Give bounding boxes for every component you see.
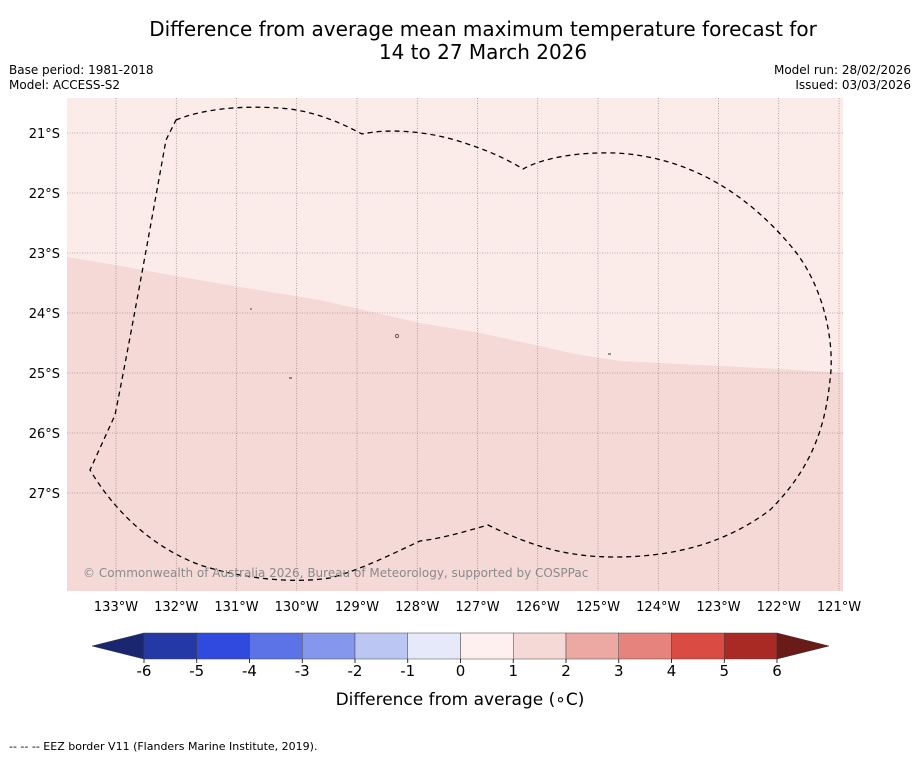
colorbar-tick-label: -5 — [189, 662, 204, 680]
lon-label: 132°W — [154, 600, 198, 615]
colorbar-ticks: -6 -5 -4 -3 -2 -1 0 1 2 3 4 5 6 — [137, 659, 782, 680]
lon-label: 133°W — [94, 600, 138, 615]
eez-footnote: -- -- -- EEZ border V11 (Flanders Marine… — [9, 740, 318, 753]
colorbar-tick-label: 3 — [614, 662, 624, 680]
colorbar-bin — [724, 632, 778, 660]
lat-label: 26°S — [29, 427, 60, 442]
colorbar-bin — [196, 632, 250, 660]
colorbar-bin — [460, 632, 514, 660]
model-run: Model run: 28/02/2026 — [773, 63, 911, 77]
title-line-2: 14 to 27 March 2026 — [378, 40, 588, 64]
colorbar-tick-label: 5 — [719, 662, 729, 680]
colorbar-tick-label: 4 — [667, 662, 677, 680]
colorbar: -6 -5 -4 -3 -2 -1 0 1 2 3 4 5 6 Difference from aver… — [91, 632, 830, 710]
colorbar-tick-label: 6 — [772, 662, 782, 680]
lon-label: 131°W — [214, 600, 258, 615]
map-area: © Commonwealth of Australia 2026, Bureau… — [67, 98, 843, 591]
meta-right: Model run: 28/02/2026 Issued: 03/03/2026 — [774, 63, 911, 93]
colorbar-bin — [565, 632, 619, 660]
colorbar-tick-label: -6 — [137, 662, 152, 680]
colorbar-bin — [513, 632, 567, 660]
lat-label: 24°S — [29, 307, 60, 322]
lat-label: 27°S — [29, 487, 60, 502]
colorbar-low-extend — [91, 632, 145, 660]
lat-label: 23°S — [29, 247, 60, 262]
meta-left: Base period: 1981-2018 Model: ACCESS-S2 — [9, 63, 154, 93]
island-specks — [250, 308, 611, 379]
colorbar-high-extend — [776, 632, 830, 660]
colorbar-bin — [618, 632, 672, 660]
colorbar-tick-label: 1 — [508, 662, 518, 680]
lon-label: 130°W — [275, 600, 319, 615]
colorbar-bin — [143, 632, 197, 660]
colorbar-label: Difference from average (∘C) — [336, 690, 585, 710]
colorbar-tick-label: -4 — [242, 662, 257, 680]
colorbar-tick-label: -3 — [295, 662, 310, 680]
issued-date: Issued: 03/03/2026 — [795, 78, 911, 92]
colorbar-tick-label: -1 — [400, 662, 415, 680]
colorbar-tick-label: -2 — [348, 662, 363, 680]
longitude-labels: 133°W 132°W 131°W 130°W 129°W 128°W 127°W 126°W… — [94, 600, 861, 615]
lon-label: 122°W — [757, 600, 801, 615]
lat-label: 22°S — [29, 187, 60, 202]
anomaly-zone-lower — [67, 257, 843, 591]
lon-label: 121°W — [817, 600, 861, 615]
base-period: Base period: 1981-2018 — [9, 63, 154, 77]
colorbar-bin — [302, 632, 356, 660]
lon-label: 129°W — [335, 600, 379, 615]
colorbar-tick-label: 2 — [561, 662, 571, 680]
colorbar-tick-label: 0 — [456, 662, 466, 680]
colorbar-bin — [407, 632, 461, 660]
colorbar-bin — [249, 632, 303, 660]
eez-border — [89, 106, 832, 581]
model-name: Model: ACCESS-S2 — [9, 78, 121, 92]
lon-label: 125°W — [576, 600, 620, 615]
lon-label: 124°W — [636, 600, 680, 615]
title-line-1: Difference from average mean maximum tem… — [149, 17, 817, 41]
chart-title: Difference from average mean maximum tem… — [0, 18, 919, 64]
colorbar-bin — [671, 632, 725, 660]
lon-label: 128°W — [395, 600, 439, 615]
lon-label: 126°W — [516, 600, 560, 615]
lat-label: 25°S — [29, 367, 60, 382]
colorbar-bin — [354, 632, 408, 660]
copyright-notice: © Commonwealth of Australia 2026, Bureau… — [83, 566, 588, 580]
colorbar-bins — [143, 632, 778, 660]
graticule — [67, 98, 843, 591]
lon-label: 123°W — [696, 600, 740, 615]
lat-label: 21°S — [29, 127, 60, 142]
lon-label: 127°W — [455, 600, 499, 615]
latitude-labels: 21°S 22°S 23°S 24°S 25°S 26°S 27°S — [29, 127, 60, 502]
